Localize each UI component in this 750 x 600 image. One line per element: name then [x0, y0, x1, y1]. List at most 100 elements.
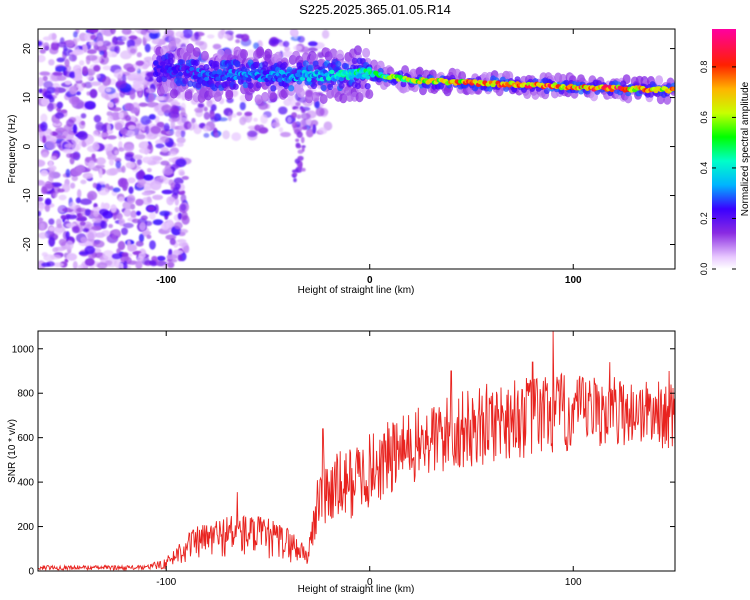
heatmap-cell [301, 108, 306, 114]
heatmap-cell [160, 160, 170, 166]
heatmap-cell [135, 60, 145, 66]
heatmap-cell [173, 221, 183, 230]
heatmap-cell [97, 262, 108, 269]
heatmap-cell [339, 93, 348, 104]
heatmap-cell [216, 69, 223, 74]
heatmap-cell [149, 212, 156, 220]
heatmap-cell [115, 262, 125, 269]
heatmap-cell [355, 92, 364, 103]
heatmap-cell [148, 29, 160, 34]
heatmap-cell [80, 120, 85, 126]
heatmap-cell [43, 128, 53, 139]
heatmap-cell [135, 198, 144, 206]
heatmap-cell [247, 130, 258, 138]
heatmap-cell [129, 48, 137, 54]
heatmap-cell [82, 44, 88, 53]
heatmap-cell [543, 87, 550, 95]
heatmap-cell [176, 239, 187, 243]
heatmap-cell [148, 260, 157, 265]
heatmap-cell [295, 144, 302, 149]
heatmap-cell [105, 87, 112, 93]
heatmap-cell [139, 221, 147, 231]
heatmap-cell [130, 210, 137, 219]
heatmap-cell [122, 178, 129, 189]
heatmap-cell [175, 31, 184, 38]
heatmap-cell [270, 37, 278, 46]
heatmap-cell [270, 85, 277, 92]
heatmap-cell [170, 120, 176, 130]
heatmap-cell [41, 262, 51, 267]
heatmap-cell [144, 220, 153, 227]
heatmap-cell [56, 223, 63, 229]
heatmap-cell [41, 186, 48, 195]
heatmap-cell [129, 115, 136, 123]
heatmap-cell [180, 107, 186, 118]
heatmap-cell [223, 33, 231, 39]
heatmap-cell [172, 187, 179, 196]
heatmap-cell [127, 244, 137, 252]
heatmap-cell [181, 175, 189, 180]
heatmap-cell [336, 49, 344, 60]
heatmap-cell [169, 238, 176, 246]
heatmap-cell [262, 65, 269, 72]
heatmap-cell [168, 40, 177, 51]
heatmap-cell [240, 33, 250, 42]
heatmap-cell [269, 92, 278, 103]
heatmap-cell [253, 42, 260, 50]
heatmap-cell [68, 96, 80, 105]
heatmap-cell [127, 260, 138, 265]
heatmap-cell [98, 168, 103, 179]
heatmap-cell [97, 40, 104, 47]
heatmap-cell [339, 76, 345, 82]
heatmap-cell [280, 88, 289, 99]
page-title: S225.2025.365.01.05.R14 [299, 2, 451, 17]
heatmap-cell [43, 80, 53, 89]
heatmap-cell [202, 125, 211, 132]
heatmap-cell [118, 196, 125, 203]
heatmap-cell [244, 111, 253, 117]
heatmap-cell [45, 198, 52, 206]
heatmap-cell [184, 91, 193, 102]
heatmap-cell [203, 111, 211, 120]
heatmap-cell [293, 172, 298, 177]
heatmap-cell [156, 55, 163, 62]
heatmap-cell [246, 77, 252, 82]
heatmap-cell [41, 252, 48, 257]
heatmap-cell [38, 232, 48, 239]
heatmap-cell [75, 91, 81, 96]
heatmap-cell [115, 40, 125, 46]
heatmap-cell [163, 123, 170, 132]
heatmap-cell [293, 178, 297, 183]
heatmap-cell [56, 135, 67, 140]
heatmap-cell [72, 124, 78, 134]
heatmap-cell [563, 79, 570, 87]
y-tick-label: 0 [22, 143, 33, 149]
heatmap-cell [38, 196, 44, 202]
heatmap-cell [156, 121, 165, 128]
heatmap-cell [310, 52, 318, 63]
heatmap-cell [52, 192, 58, 198]
heatmap-cell [87, 231, 95, 242]
heatmap-cell [65, 168, 71, 178]
heatmap-cell [38, 77, 44, 87]
heatmap-cell [42, 135, 47, 144]
heatmap-cell [314, 100, 320, 109]
heatmap-cell [52, 262, 65, 268]
heatmap-cell [225, 89, 234, 100]
heatmap-cell [180, 203, 187, 212]
heatmap-cell [109, 168, 119, 176]
heatmap-cell [108, 223, 113, 229]
heatmap-cell [91, 217, 102, 223]
heatmap-cell [43, 90, 52, 99]
heatmap-cell [150, 125, 162, 134]
heatmap-cell [93, 210, 99, 218]
heatmap-cell [110, 107, 122, 112]
heatmap-cell [118, 111, 125, 119]
heatmap-cell [125, 161, 136, 169]
heatmap-cell [107, 101, 115, 108]
heatmap-cell [75, 165, 86, 173]
heatmap-cell [64, 143, 74, 149]
heatmap-cell [258, 126, 269, 134]
heatmap-cell [210, 116, 218, 123]
